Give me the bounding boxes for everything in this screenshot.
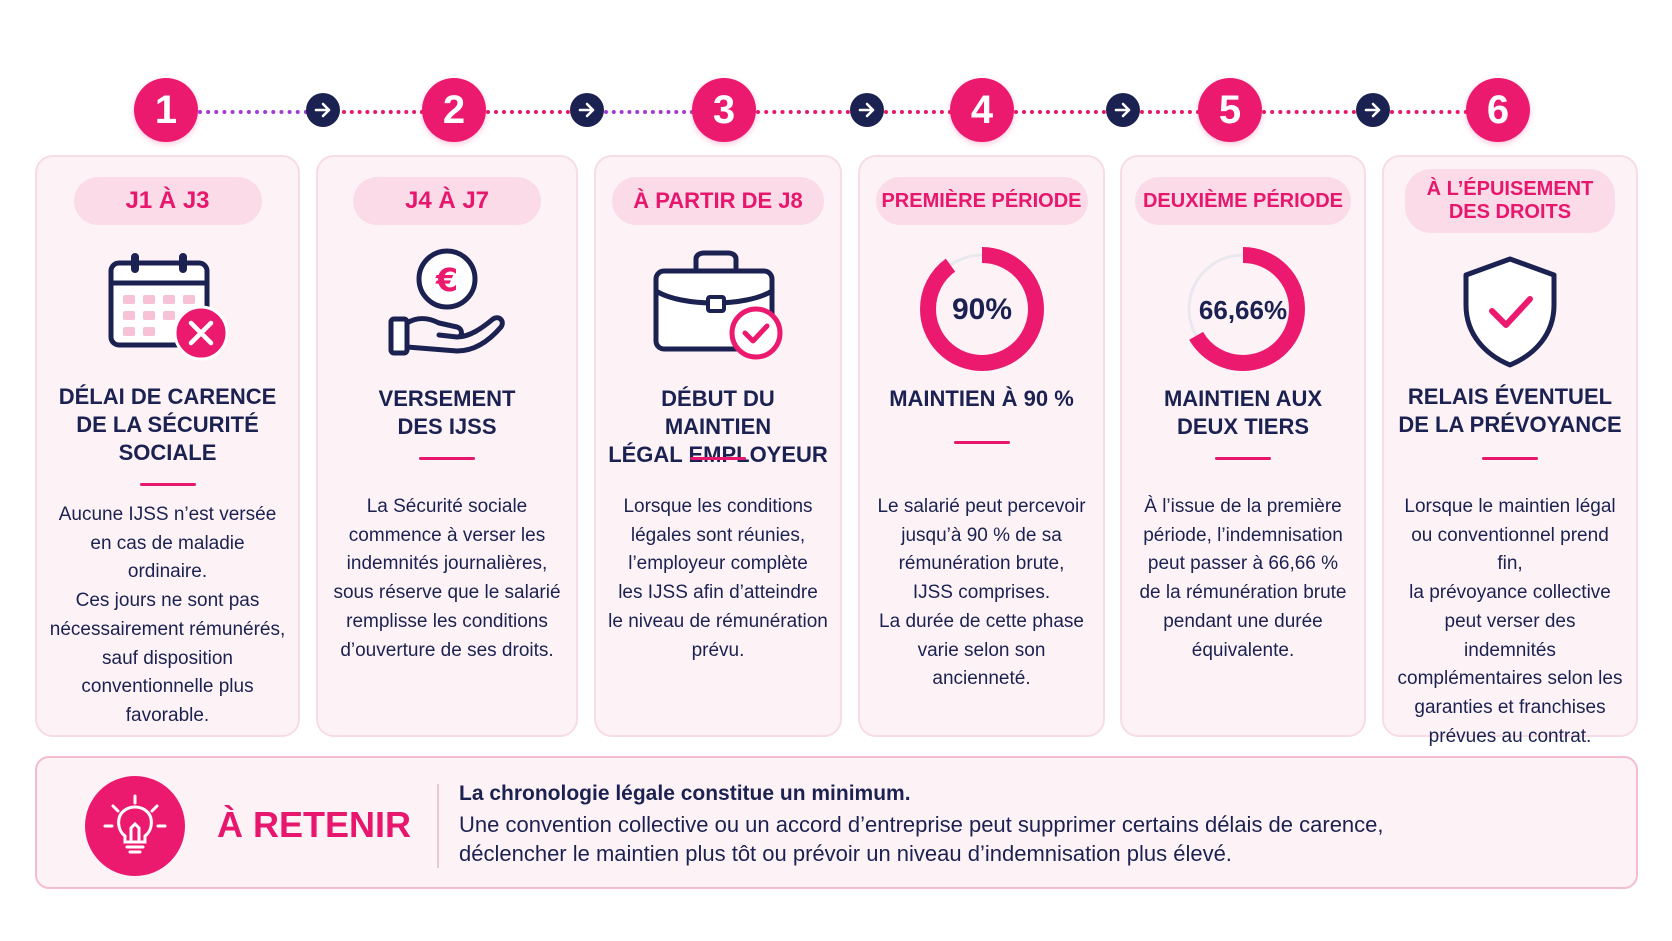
banner-text: Une convention collective ou un accord d… [459, 812, 1384, 866]
key-takeaway-banner: À RETENIR La chronologie légale constitu… [35, 756, 1638, 889]
step-title: DÉLAI DE CARENCE DE LA SÉCURITÉ SOCIALE [58, 384, 277, 465]
connector-line [604, 110, 694, 114]
step-description: À l’issue de la première période, l’inde… [1139, 496, 1347, 661]
arrow-right-icon [850, 93, 884, 127]
step-title: DÉBUT DU MAINTIEN LÉGAL EMPLOYEUR [608, 386, 828, 467]
step-card-2: J4 À J7 € VERSEMENT DES IJSS La Sécurité… [316, 155, 578, 737]
svg-text:€: € [435, 261, 458, 299]
title-underline [139, 483, 196, 486]
step-card-1: J1 À J3 DÉLAI DE CARENCE DE LA SÉCURITÉ … [35, 155, 300, 737]
step-description: Lorsque le maintien légal ou conventionn… [1397, 496, 1623, 747]
connector-line [884, 110, 952, 114]
connector-line [1262, 110, 1356, 114]
step-number-4: 4 [950, 78, 1014, 142]
connector-line [1014, 110, 1106, 114]
step-title: VERSEMENT DES IJSS [378, 386, 516, 439]
ring-progress [1181, 247, 1305, 371]
arrow-right-icon [1356, 93, 1390, 127]
connector-line [756, 110, 850, 114]
title-underline [953, 441, 1010, 444]
title-underline [1215, 457, 1271, 460]
title-underline [419, 457, 475, 460]
step-description: Aucune IJSS n’est versée en cas de malad… [49, 504, 286, 726]
title-underline [690, 457, 746, 460]
step-number-5: 5 [1198, 78, 1262, 142]
ring-progress [919, 247, 1044, 371]
calendar-cross-icon [105, 249, 231, 366]
shield-check-icon [1460, 255, 1560, 374]
title-underline [1482, 457, 1538, 460]
step-card-6: À L’ÉPUISEMENT DES DROITS RELAIS ÉVENTUE… [1382, 155, 1638, 747]
arrow-right-icon [570, 93, 604, 127]
donut-6666-icon: 66,66% [1177, 243, 1309, 380]
connector-line [198, 110, 308, 114]
step-number-6: 6 [1466, 78, 1530, 142]
step-title: MAINTIEN AUX DEUX TIERS [1163, 386, 1323, 439]
euro-hand-icon: € [387, 247, 507, 364]
step-card-3: À PARTIR DE J8 DÉBUT DU MAINTIEN LÉGAL E… [594, 155, 842, 737]
step-title: MAINTIEN À 90 % [889, 386, 1074, 411]
step-number-2: 2 [422, 78, 486, 142]
step-number-1: 1 [134, 78, 198, 142]
timeline: 1 2 3 4 5 6 [0, 0, 1672, 170]
step-description: Lorsque les conditions légales sont réun… [608, 496, 828, 661]
arrow-right-icon [1106, 93, 1140, 127]
connector-line [342, 110, 424, 114]
step-card-4: PREMIÈRE PÉRIODE 90% MAINTIEN À 90 % Le … [858, 155, 1105, 737]
step-tag: DEUXIÈME PÉRIODE [1135, 177, 1351, 225]
connector-line [1390, 110, 1468, 114]
briefcase-check-icon [652, 249, 784, 366]
step-tag: PREMIÈRE PÉRIODE [875, 177, 1088, 225]
step-tag: À L’ÉPUISEMENT DES DROITS [1405, 169, 1615, 233]
lightbulb-icon [85, 776, 185, 876]
step-tag: J4 À J7 [353, 177, 541, 225]
banner-headline: La chronologie légale constitue un minim… [459, 782, 911, 805]
step-tag: À PARTIR DE J8 [612, 177, 824, 225]
step-description: Le salarié peut percevoir jusqu’à 90 % d… [877, 496, 1086, 690]
connector-line [1140, 110, 1200, 114]
donut-90-icon: 90% [916, 243, 1048, 380]
banner-label: À RETENIR [217, 804, 412, 845]
step-tag: J1 À J3 [73, 177, 262, 225]
step-title: RELAIS ÉVENTUEL DE LA PRÉVOYANCE [1398, 384, 1622, 437]
arrow-right-icon [306, 93, 340, 127]
step-description: La Sécurité sociale commence à verser le… [333, 496, 561, 661]
banner-divider [437, 784, 439, 868]
ring-label: 66,66% [1199, 295, 1287, 325]
ring-label: 90% [951, 293, 1011, 326]
connector-line [486, 110, 570, 114]
step-card-5: DEUXIÈME PÉRIODE 66,66% MAINTIEN AUX DEU… [1120, 155, 1366, 737]
step-number-3: 3 [692, 78, 756, 142]
